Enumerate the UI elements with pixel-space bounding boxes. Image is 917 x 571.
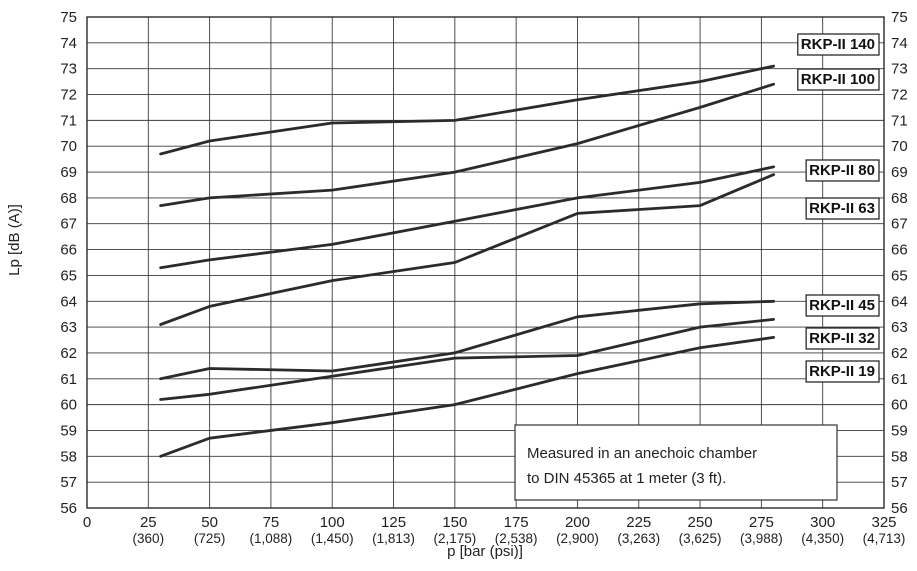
y-tick-label-left: 59 [60,422,77,439]
series-label-text: RKP-II 80 [809,162,875,179]
x-tick-label-psi: (4,713) [863,531,906,546]
y-tick-label-left: 74 [60,35,77,52]
y-tick-label-right: 57 [891,474,908,491]
y-tick-label-right: 73 [891,61,908,78]
y-tick-label-right: 61 [891,371,908,388]
y-tick-label-right: 71 [891,112,908,129]
x-tick-label-bar: 175 [504,514,529,531]
y-tick-label-right: 59 [891,422,908,439]
x-axis-ticks: 0 25(360) 50(725) 75(1,088) 100(1,450) 125(1,… [83,514,906,546]
y-tick-label-right: 74 [891,35,908,52]
y-tick-label-right: 64 [891,293,908,310]
x-tick-label-bar: 275 [749,514,774,531]
x-tick-label-psi: (2,900) [556,531,599,546]
y-tick-label-right: 69 [891,164,908,181]
y-tick-label-left: 72 [60,87,77,104]
x-axis-title: p [bar (psi)] [447,543,523,560]
y-tick-label-left: 66 [60,242,77,259]
x-tick-label-psi: (360) [133,531,165,546]
y-tick-label-left: 70 [60,138,77,155]
x-tick-label-bar: 25 [140,514,157,531]
y-axis-right-ticks: 56 57 58 59 60 61 62 63 64 65 66 67 68 69 70 71 72 73 74 75 [891,9,908,517]
y-tick-label-left: 73 [60,61,77,78]
series-labels: RKP-II 140 RKP-II 100 RKP-II 80 RKP-II 63 RK… [798,34,879,382]
series-label-text: RKP-II 140 [801,36,875,53]
x-tick-label-psi: (4,350) [801,531,844,546]
series-label-text: RKP-II 32 [809,330,875,347]
y-axis-left-ticks: 56 57 58 59 60 61 62 63 64 65 66 67 68 69 70 71 72 73 74 75 [60,9,77,517]
y-axis-title: Lp [dB (A)] [6,204,23,276]
y-tick-label-left: 58 [60,448,77,465]
x-tick-label-psi: (725) [194,531,226,546]
x-tick-label-bar: 250 [688,514,713,531]
y-tick-label-right: 67 [891,216,908,233]
series-lines [161,66,774,456]
series-line-rkp-ii-32 [161,319,774,399]
y-tick-label-left: 63 [60,319,77,336]
note-box [515,425,837,500]
y-tick-label-left: 69 [60,164,77,181]
series-line-rkp-ii-80 [161,167,774,268]
y-tick-label-left: 65 [60,267,77,284]
measurement-note: Measured in an anechoic chamber to DIN 4… [515,425,837,500]
series-line-rkp-ii-45 [161,301,774,379]
x-tick-label-psi: (1,450) [311,531,354,546]
x-tick-label-bar: 325 [871,514,896,531]
x-tick-label-psi: (3,263) [617,531,660,546]
y-tick-label-left: 71 [60,112,77,129]
x-tick-label-bar: 75 [263,514,280,531]
y-tick-label-right: 65 [891,267,908,284]
series-line-rkp-ii-140 [161,66,774,154]
y-tick-label-left: 64 [60,293,77,310]
note-line-2: to DIN 45365 at 1 meter (3 ft). [527,470,726,487]
y-tick-label-right: 58 [891,448,908,465]
series-label-rkp-ii-140: RKP-II 140 [798,34,879,55]
x-tick-label-bar: 100 [320,514,345,531]
series-label-rkp-ii-80: RKP-II 80 [806,160,879,181]
x-tick-label-bar: 50 [201,514,218,531]
y-tick-label-left: 61 [60,371,77,388]
y-tick-label-left: 60 [60,397,77,414]
y-tick-label-left: 67 [60,216,77,233]
x-tick-label-bar: 150 [442,514,467,531]
x-tick-label-psi: (3,988) [740,531,783,546]
y-tick-label-right: 70 [891,138,908,155]
series-label-text: RKP-II 63 [809,200,875,217]
x-tick-label-bar: 0 [83,514,91,531]
series-line-rkp-ii-100 [161,84,774,205]
y-tick-label-right: 66 [891,242,908,259]
series-label-text: RKP-II 19 [809,363,875,380]
note-line-1: Measured in an anechoic chamber [527,445,757,462]
x-tick-label-psi: (1,813) [372,531,415,546]
series-label-rkp-ii-63: RKP-II 63 [806,198,879,219]
y-tick-label-left: 57 [60,474,77,491]
series-label-rkp-ii-100: RKP-II 100 [798,69,879,90]
x-tick-label-bar: 200 [565,514,590,531]
x-tick-label-bar: 125 [381,514,406,531]
x-tick-label-bar: 300 [810,514,835,531]
y-tick-label-right: 60 [891,397,908,414]
y-tick-label-left: 75 [60,9,77,26]
x-tick-label-psi: (3,625) [679,531,722,546]
series-label-text: RKP-II 100 [801,71,875,88]
series-label-rkp-ii-32: RKP-II 32 [806,328,879,349]
x-tick-label-psi: (1,088) [250,531,293,546]
y-tick-label-left: 68 [60,190,77,207]
y-tick-label-right: 63 [891,319,908,336]
y-tick-label-right: 72 [891,87,908,104]
series-label-text: RKP-II 45 [809,297,875,314]
series-label-rkp-ii-45: RKP-II 45 [806,295,879,316]
y-tick-label-left: 62 [60,345,77,362]
y-tick-label-right: 68 [891,190,908,207]
x-tick-label-bar: 225 [626,514,651,531]
series-label-rkp-ii-19: RKP-II 19 [806,361,879,382]
y-tick-label-left: 56 [60,500,77,517]
y-tick-label-right: 62 [891,345,908,362]
y-tick-label-right: 75 [891,9,908,26]
